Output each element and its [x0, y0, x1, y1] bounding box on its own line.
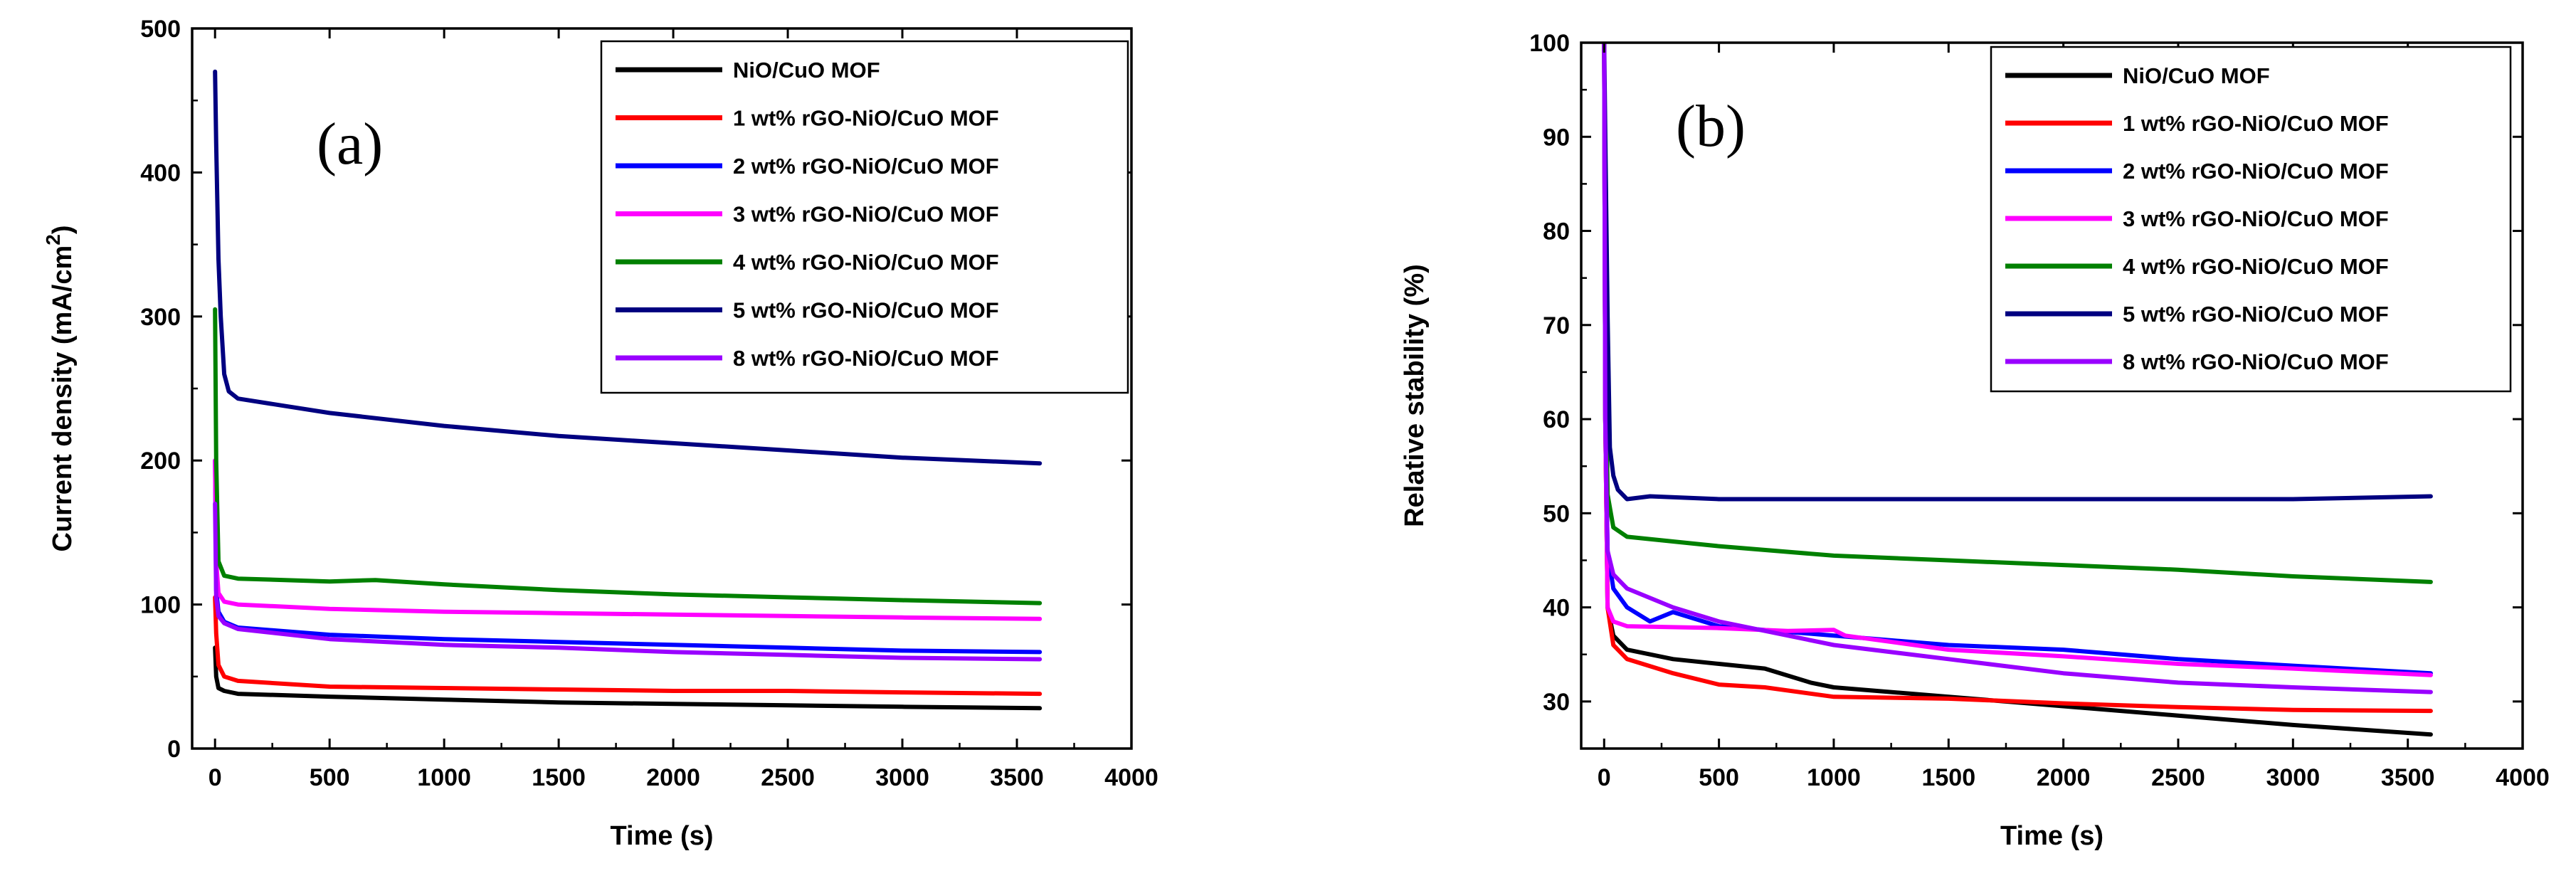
panel-b-x-tick-label: 3500	[2381, 764, 2435, 791]
panel-a-panel-label: (a)	[317, 111, 383, 177]
panel-b-chart: 0 500 1000 1500 2000 2500 3000 3500 4000 30 40 50 60…	[1400, 30, 2550, 851]
panel-a-legend-label-4-wt-rgo-nio-cuo-mof: 4 wt% rGO-NiO/CuO MOF	[733, 250, 999, 275]
panel-a-series-4-wt-rgo-nio-cuo-mof	[213, 307, 1042, 606]
panel-a-x-tick-label: 0	[208, 764, 222, 791]
panel-a-x-axis-title: Time (s)	[610, 821, 713, 851]
panel-a-x-tick-label: 4000	[1104, 764, 1158, 791]
panel-a-x-tick-label: 2000	[646, 764, 700, 791]
panel-b-legend-label-1-wt-rgo-nio-cuo-mof: 1 wt% rGO-NiO/CuO MOF	[2123, 111, 2389, 136]
panel-b-x-tick-label: 1500	[1921, 764, 1975, 791]
panel-b-legend-label-3-wt-rgo-nio-cuo-mof: 3 wt% rGO-NiO/CuO MOF	[2123, 206, 2389, 231]
panel-a-y-tick-label: 100	[140, 592, 181, 619]
panel-a-x-tick-label: 500	[310, 764, 350, 791]
panel-a-series-5-wt-rgo-nio-cuo-mof	[213, 69, 1042, 466]
panel-a-legend-label-1-wt-rgo-nio-cuo-mof: 1 wt% rGO-NiO/CuO MOF	[733, 106, 999, 131]
panel-a-x-tick-label: 1500	[532, 764, 586, 791]
panel-b-series-group	[1602, 43, 2433, 737]
panel-a-y-axis-title-sup: 2	[42, 234, 64, 245]
panel-a-chart: 0 500 1000 1500 2000 2500 3000 3500 400001002003…	[42, 16, 1158, 851]
panel-a-legend-label-8-wt-rgo-nio-cuo-mof: 8 wt% rGO-NiO/CuO MOF	[733, 346, 999, 371]
panel-a-y-tick-label: 0	[167, 736, 181, 763]
panel-a-series-1-wt-rgo-nio-cuo-mof	[213, 595, 1042, 697]
panel-b-series-8-wt-rgo-nio-cuo-mof	[1602, 43, 2433, 694]
panel-b-x-tick-label: 2000	[2037, 764, 2091, 791]
panel-a-x-tick-label: 1000	[417, 764, 471, 791]
panel-b-x-tick-label: 0	[1598, 764, 1611, 791]
panel-a-legend: NiO/CuO MOF 1 wt% rGO-NiO/CuO MOF 2 wt% rG…	[600, 40, 1129, 394]
panel-b-legend-label-8-wt-rgo-nio-cuo-mof: 8 wt% rGO-NiO/CuO MOF	[2123, 349, 2389, 374]
panel-a-series-8-wt-rgo-nio-cuo-mof	[213, 501, 1042, 662]
panel-a-legend-label-2-wt-rgo-nio-cuo-mof: 2 wt% rGO-NiO/CuO MOF	[733, 154, 999, 179]
panel-a-y-axis-title: Current density (mA/cm2)	[42, 226, 78, 552]
panel-b-legend-label-nio-cuo-mof: NiO/CuO MOF	[2123, 63, 2270, 88]
panel-b-y-tick-label: 70	[1543, 312, 1570, 339]
panel-a-legend-label-3-wt-rgo-nio-cuo-mof: 3 wt% rGO-NiO/CuO MOF	[733, 202, 999, 227]
panel-b-legend-label-5-wt-rgo-nio-cuo-mof: 5 wt% rGO-NiO/CuO MOF	[2123, 302, 2389, 327]
panel-b-legend-label-2-wt-rgo-nio-cuo-mof: 2 wt% rGO-NiO/CuO MOF	[2123, 159, 2389, 184]
panel-a-legend-label-nio-cuo-mof: NiO/CuO MOF	[733, 58, 880, 83]
panel-a-x-tick-label: 3000	[875, 764, 929, 791]
panel-a-legend-label-5-wt-rgo-nio-cuo-mof: 5 wt% rGO-NiO/CuO MOF	[733, 298, 999, 323]
panel-b-y-tick-label: 40	[1543, 595, 1570, 622]
panel-b-x-tick-label: 4000	[2496, 764, 2550, 791]
panel-a-x-tick-label: 3500	[990, 764, 1044, 791]
panel-a-y-tick-label: 200	[140, 448, 181, 475]
panel-a-series-group	[213, 69, 1042, 711]
panel-b-x-tick-label: 3000	[2266, 764, 2320, 791]
panel-b-x-tick-label: 2500	[2151, 764, 2205, 791]
panel-a-series-nio-cuo-mof	[213, 645, 1042, 711]
panel-b-series-5-wt-rgo-nio-cuo-mof	[1602, 43, 2433, 502]
panel-b-legend-label-4-wt-rgo-nio-cuo-mof: 4 wt% rGO-NiO/CuO MOF	[2123, 254, 2389, 279]
panel-b-y-tick-label: 60	[1543, 406, 1570, 433]
panel-a-y-axis-title-main: Current density (mA/cm	[48, 245, 78, 552]
panel-b-legend: NiO/CuO MOF 1 wt% rGO-NiO/CuO MOF 2 wt% rG…	[1990, 46, 2512, 393]
panel-a-series-2-wt-rgo-nio-cuo-mof	[213, 458, 1042, 655]
panel-b-panel-label: (b)	[1676, 93, 1746, 159]
panel-a-series-3-wt-rgo-nio-cuo-mof	[213, 458, 1042, 621]
panel-a-y-tick-label: 500	[140, 16, 181, 43]
panel-b-x-tick-label: 1000	[1807, 764, 1861, 791]
panel-b-plot-frame	[1580, 41, 2524, 750]
panel-a-y-axis-title-close: )	[48, 226, 78, 235]
panel-b-y-tick-label: 30	[1543, 689, 1570, 716]
panel-a-y-tick-label: 400	[140, 159, 181, 186]
panel-b-y-tick-label: 50	[1543, 500, 1570, 527]
panel-b-y-axis-title: Relative stability (%)	[1400, 264, 1430, 527]
panel-b-series-3-wt-rgo-nio-cuo-mof	[1602, 43, 2433, 677]
panel-a-x-tick-label: 2500	[761, 764, 815, 791]
panel-b-y-tick-label: 90	[1543, 124, 1570, 151]
panel-b-y-tick-label: 100	[1529, 30, 1570, 57]
panel-a-legend-box	[600, 40, 1129, 394]
panel-b-y-axis-title-main: Relative stability (%)	[1400, 264, 1430, 527]
panel-b-y-tick-label: 80	[1543, 218, 1570, 245]
panel-a-y-tick-label: 300	[140, 304, 181, 331]
panel-b-x-tick-label: 500	[1699, 764, 1739, 791]
panel-b-x-axis-title: Time (s)	[2000, 821, 2103, 851]
